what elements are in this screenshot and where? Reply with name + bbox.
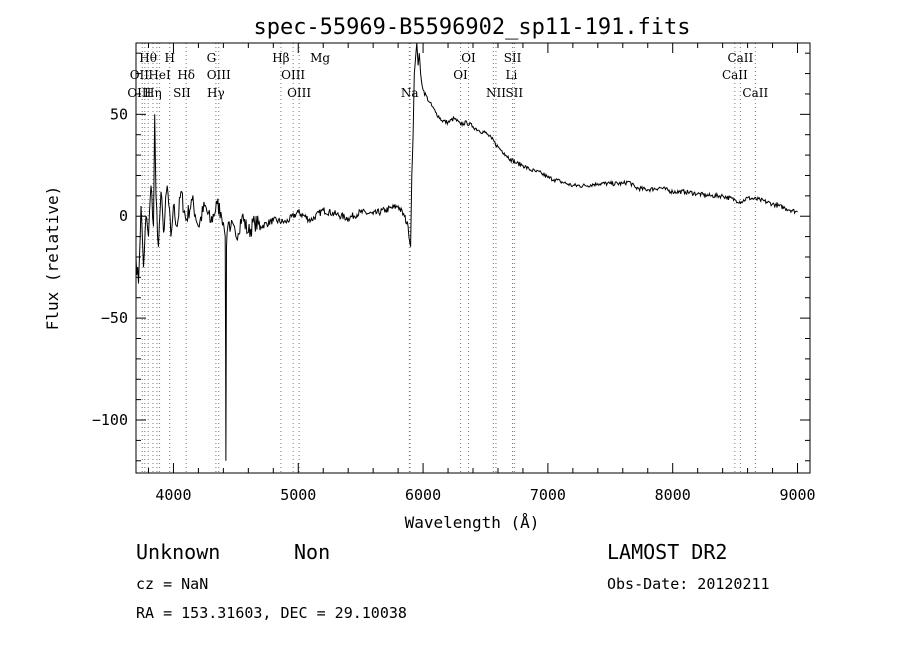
object-class: Unknown bbox=[136, 540, 220, 564]
spectral-line-label: Mg bbox=[310, 51, 330, 65]
y-tick-label: −50 bbox=[101, 309, 128, 327]
spectral-line-label: OIII bbox=[127, 86, 151, 100]
spectral-line-label: Na bbox=[401, 86, 419, 100]
spectral-line-label: Hγ bbox=[207, 86, 225, 100]
spectral-line-label: G bbox=[207, 51, 217, 65]
spectral-line-label: Hβ bbox=[272, 51, 289, 65]
spectral-line-label: NII bbox=[486, 86, 506, 100]
spectral-line-label: CaII bbox=[722, 68, 748, 82]
x-axis: 4000 5000 6000 7000 8000 9000 bbox=[147, 43, 816, 504]
series-layer bbox=[136, 43, 798, 461]
y-tick-label: 50 bbox=[110, 105, 128, 123]
plot-frame bbox=[135, 42, 811, 474]
spectral-line-label: SII bbox=[173, 86, 191, 100]
y-tick-label: 0 bbox=[119, 207, 128, 225]
spectrum-series-line bbox=[136, 43, 798, 461]
spectral-line-label: CaII bbox=[727, 51, 753, 65]
spectral-line-label: OI bbox=[461, 51, 476, 65]
spectral-line-label: SII bbox=[505, 86, 523, 100]
spectral-line-label: Li bbox=[506, 68, 518, 82]
x-tick-label: 7000 bbox=[530, 486, 566, 504]
x-tick-label: 6000 bbox=[405, 486, 441, 504]
subclass: Non bbox=[294, 540, 330, 564]
spectral-line-label: Hδ bbox=[177, 68, 195, 82]
spectral-line-label: H bbox=[164, 51, 174, 65]
survey-name: LAMOST DR2 bbox=[607, 540, 727, 564]
spectral-line-label: OI bbox=[453, 68, 468, 82]
spectral-line-label: OIII bbox=[287, 86, 311, 100]
x-tick-label: 5000 bbox=[280, 486, 316, 504]
spectral-line-label: Hθ bbox=[139, 51, 157, 65]
spectral-line-label: Hη bbox=[144, 86, 162, 100]
spectral-line-label: OIII bbox=[281, 68, 305, 82]
spectral-line-label: HeI bbox=[148, 68, 171, 82]
y-tick-label: −100 bbox=[92, 411, 128, 429]
chart-title: spec-55969-B5596902_sp11-191.fits bbox=[253, 15, 690, 40]
spectral-line-label: SII bbox=[504, 51, 522, 65]
coordinates: RA = 153.31603, DEC = 29.10038 bbox=[136, 604, 407, 622]
spectral-line-label: OII bbox=[130, 68, 150, 82]
cz-value: cz = NaN bbox=[136, 575, 208, 593]
obs-date: Obs-Date: 20120211 bbox=[607, 575, 770, 593]
y-axis-label: Flux (relative) bbox=[43, 186, 62, 331]
y-axis: −100 −50 0 50 bbox=[92, 52, 810, 462]
x-tick-label: 8000 bbox=[655, 486, 691, 504]
x-tick-label: 4000 bbox=[155, 486, 191, 504]
spectral-line-label: OIII bbox=[207, 68, 231, 82]
spectral-line-label: CaII bbox=[742, 86, 768, 100]
x-axis-label: Wavelength (Å) bbox=[405, 513, 540, 532]
x-tick-label: 9000 bbox=[779, 486, 815, 504]
line-labels-layer: Hθ H G Hβ Mg OI SII CaII OII HeI Hδ OIII OIII OI Li CaI… bbox=[127, 51, 768, 100]
dotted-lines-layer bbox=[141, 43, 756, 473]
